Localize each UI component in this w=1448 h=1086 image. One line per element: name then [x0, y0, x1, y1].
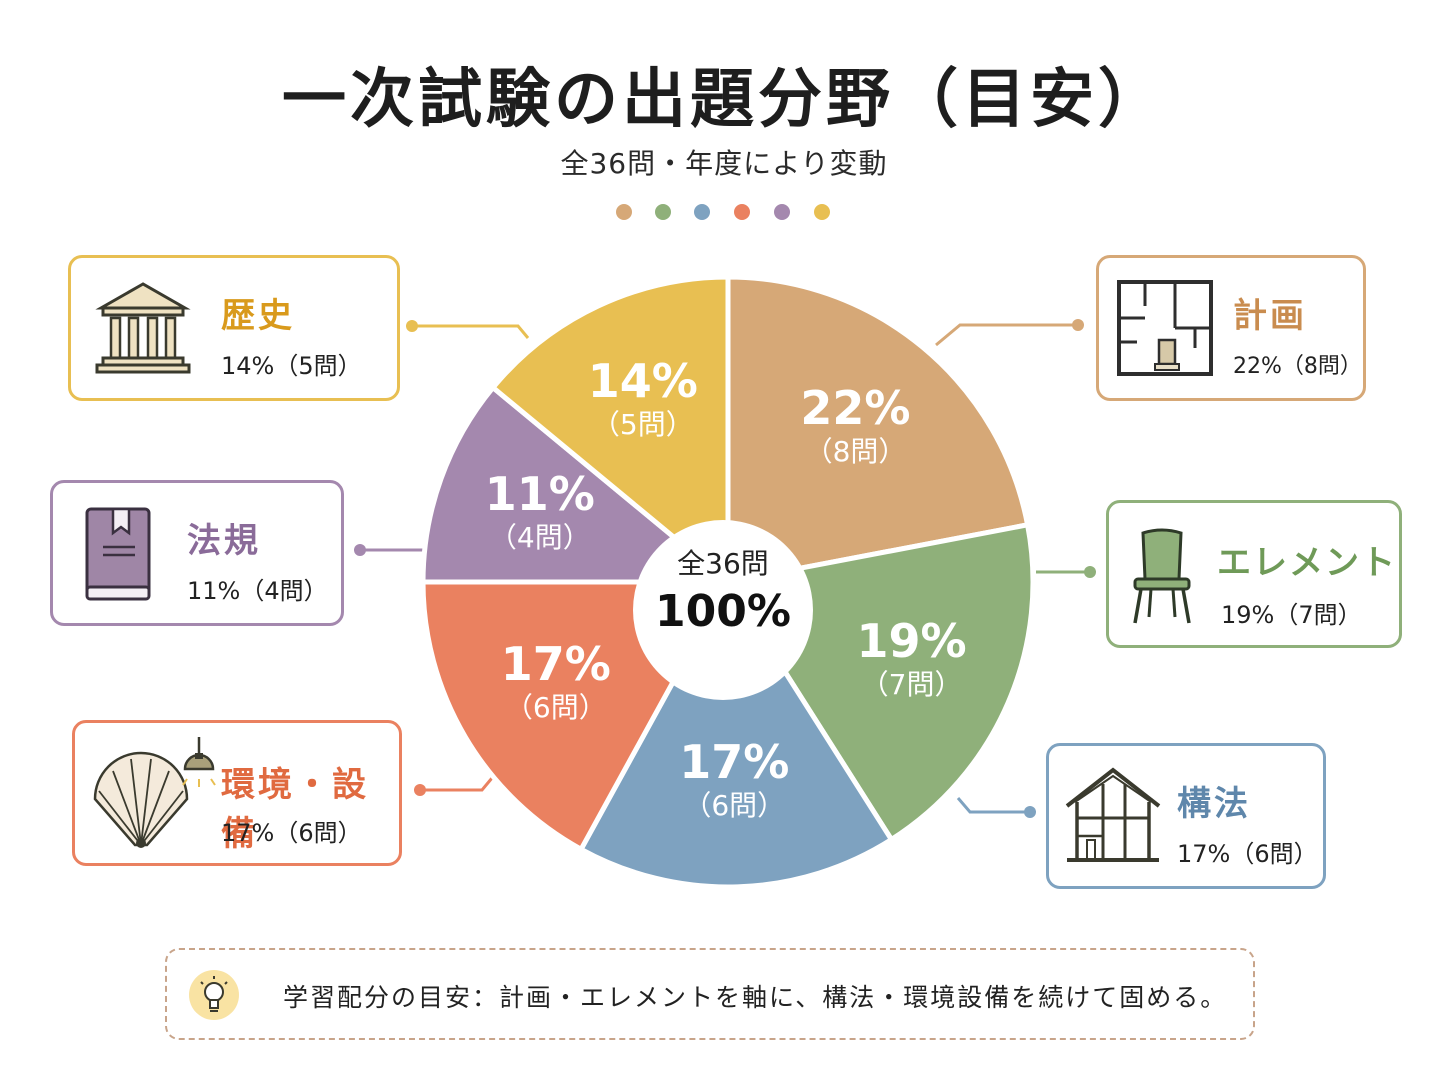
slice-count: （7問） — [860, 668, 963, 702]
card-name: エレメント — [1217, 543, 1397, 583]
pie-slice-構法 — [577, 577, 895, 890]
legend-dot — [616, 204, 632, 220]
card-info: 22%（8問） — [1233, 354, 1362, 379]
card-name: 構法 — [1177, 784, 1251, 824]
floor-plan-icon — [1117, 280, 1213, 376]
pie-center: 全36問 100% — [633, 520, 813, 700]
legend-dot — [814, 204, 830, 220]
connector-kankyo — [414, 777, 494, 796]
slice-count: （6問） — [683, 788, 786, 822]
slice-percent: 11% — [484, 467, 595, 522]
legend-dot — [734, 204, 750, 220]
legend-dot — [774, 204, 790, 220]
pie-slice-法規 — [420, 384, 735, 585]
footer-text: 学習配分の目安：計画・エレメントを軸に、構法・環境設備を続けて固める。 — [283, 983, 1228, 1012]
card-kankyo: 環境・設備 17%（6問） — [72, 720, 402, 866]
page-title: 一次試験の出題分野（目安） — [282, 63, 1166, 137]
connector-rekishi — [406, 320, 530, 339]
card-info: 17%（6問） — [221, 819, 362, 847]
card-info: 17%（6問） — [1177, 840, 1318, 868]
footer-note: 学習配分の目安：計画・エレメントを軸に、構法・環境設備を続けて固める。 — [165, 948, 1255, 1040]
connector-element — [1036, 566, 1096, 578]
slice-percent: 17% — [679, 734, 790, 789]
center-total-label: 全36問 — [677, 547, 769, 580]
slice-count: （6問） — [504, 690, 607, 724]
card-info: 11%（4問） — [187, 577, 328, 605]
slice-count: （5問） — [591, 408, 694, 442]
slice-label: 17% （6問） — [644, 736, 824, 824]
slice-label: 22% （8問） — [765, 382, 945, 470]
slice-label: 17% （6問） — [466, 638, 646, 726]
card-info: 19%（7問） — [1221, 601, 1362, 629]
house-frame-icon — [1065, 767, 1161, 862]
slice-percent: 19% — [856, 614, 967, 669]
card-name: 計画 — [1233, 296, 1307, 336]
card-rekishi: 歴史 14%（5問） — [68, 255, 400, 401]
pie-slice-計画 — [725, 274, 1031, 586]
temple-icon — [95, 282, 191, 374]
slice-percent: 14% — [587, 354, 698, 409]
slice-percent: 17% — [500, 636, 611, 691]
card-keikaku: 計画 22%（8問） — [1096, 255, 1366, 401]
slice-label: 14% （5問） — [553, 355, 733, 443]
card-info: 14%（5問） — [221, 352, 362, 380]
pie-slice-歴史 — [489, 274, 731, 588]
card-koho: 構法 17%（6問） — [1046, 743, 1326, 889]
slice-label: 11% （4問） — [450, 468, 630, 556]
card-name: 法規 — [187, 521, 261, 561]
connector-koho — [956, 797, 1036, 818]
card-name: 環境・設備 — [221, 765, 369, 854]
chair-icon — [1133, 528, 1191, 624]
slice-count: （8問） — [804, 434, 907, 468]
page-subtitle: 全36問・年度により変動 — [560, 147, 888, 180]
connector-hoki — [354, 544, 424, 556]
lightbulb-icon — [189, 970, 239, 1020]
fan-lamp-icon — [93, 737, 216, 848]
legend-dot — [655, 204, 671, 220]
card-name: 歴史 — [221, 296, 295, 336]
card-element: エレメント 19%（7問） — [1106, 500, 1402, 648]
slice-count: （4問） — [488, 521, 591, 555]
slice-percent: 22% — [800, 380, 911, 435]
legend-dot — [694, 204, 710, 220]
slice-label: 19% （7問） — [822, 615, 1002, 703]
card-hoki: 法規 11%（4問） — [50, 480, 344, 626]
connector-keikaku — [935, 319, 1084, 347]
center-total-percent: 100% — [655, 586, 791, 637]
book-icon — [85, 507, 151, 601]
